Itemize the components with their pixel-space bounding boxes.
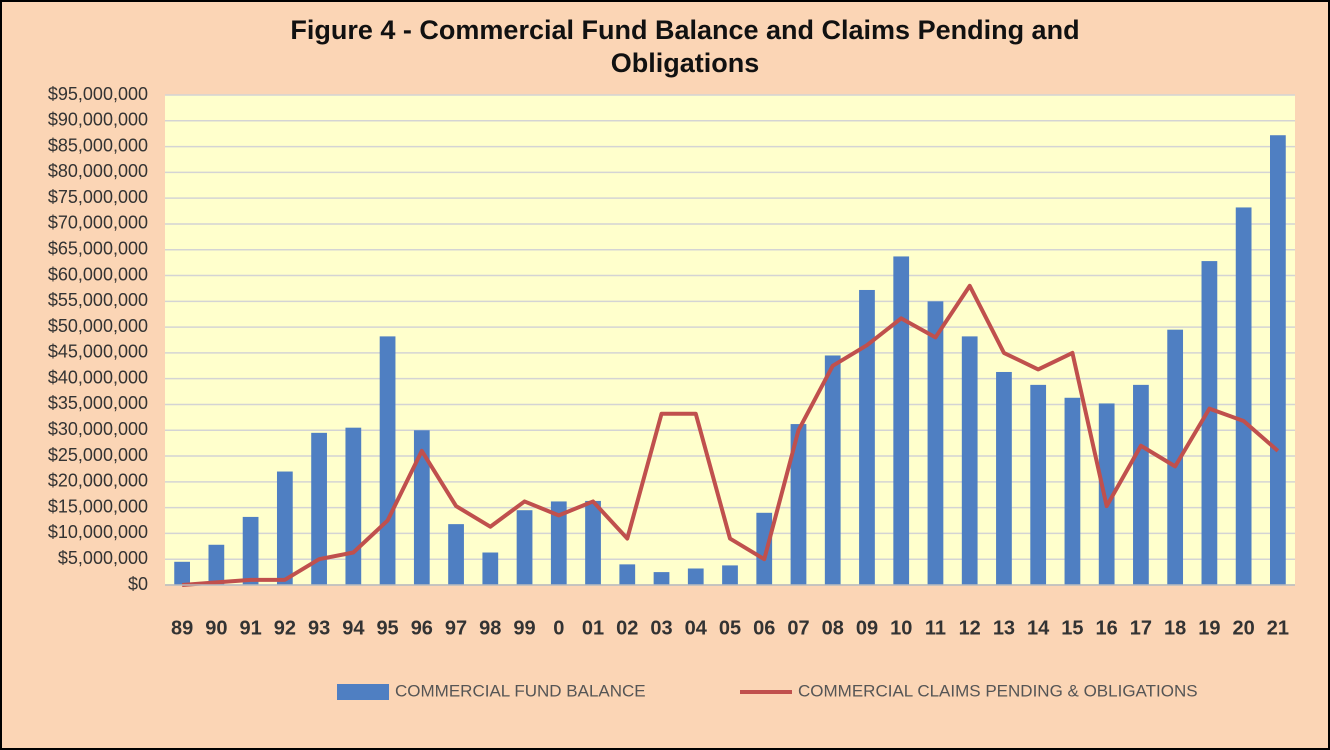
bar xyxy=(413,430,430,585)
y-tick-label: $10,000,000 xyxy=(48,522,148,542)
x-tick-label: 13 xyxy=(993,617,1015,639)
legend-label: COMMERCIAL FUND BALANCE xyxy=(395,681,646,700)
x-tick-label: 17 xyxy=(1130,617,1152,639)
y-tick-label: $45,000,000 xyxy=(48,342,148,362)
bar xyxy=(482,552,499,585)
bar xyxy=(379,336,396,585)
y-tick-label: $60,000,000 xyxy=(48,264,148,284)
bar xyxy=(1133,384,1149,585)
x-tick-label: 03 xyxy=(650,617,672,639)
bar xyxy=(790,424,807,585)
bar xyxy=(1064,397,1081,585)
y-tick-label: $15,000,000 xyxy=(48,496,148,516)
bar xyxy=(276,471,293,585)
x-tick-label: 89 xyxy=(171,617,193,639)
x-tick-label: 93 xyxy=(308,617,330,639)
y-tick-label: $0 xyxy=(128,574,148,594)
bar xyxy=(687,568,704,585)
bar xyxy=(516,510,533,585)
y-tick-label: $65,000,000 xyxy=(48,238,148,258)
y-tick-label: $40,000,000 xyxy=(48,367,148,387)
x-tick-label: 11 xyxy=(925,617,946,639)
x-tick-label: 20 xyxy=(1233,617,1255,639)
x-tick-label: 21 xyxy=(1267,617,1289,639)
bar xyxy=(1235,207,1252,585)
x-tick-label: 04 xyxy=(685,617,708,639)
x-tick-label: 01 xyxy=(582,617,604,639)
bar xyxy=(174,561,190,585)
x-tick-label: 07 xyxy=(787,617,809,639)
x-tick-label: 06 xyxy=(753,617,775,639)
x-tick-label: 18 xyxy=(1164,617,1186,639)
x-tick-label: 97 xyxy=(445,617,467,639)
y-tick-label: $20,000,000 xyxy=(48,471,148,491)
x-tick-label: 05 xyxy=(719,617,741,639)
bar xyxy=(208,544,225,585)
bar xyxy=(1030,384,1047,585)
bar xyxy=(824,355,841,585)
plot-area xyxy=(165,95,1295,585)
y-tick-label: $90,000,000 xyxy=(48,110,148,130)
x-tick-label: 02 xyxy=(616,617,638,639)
bar xyxy=(1270,135,1286,586)
x-tick-label: 92 xyxy=(274,617,296,639)
y-tick-label: $95,000,000 xyxy=(48,84,148,104)
bar xyxy=(961,336,978,585)
bar xyxy=(996,371,1012,585)
x-tick-label: 12 xyxy=(959,617,981,639)
y-tick-label: $35,000,000 xyxy=(48,393,148,413)
line xyxy=(181,283,1280,587)
x-tick-label: 96 xyxy=(411,617,433,639)
bar xyxy=(550,501,567,585)
y-tick-label: $80,000,000 xyxy=(48,161,148,181)
legend-swatch xyxy=(337,684,389,700)
y-tick-label: $55,000,000 xyxy=(48,290,148,310)
bar xyxy=(1201,261,1218,585)
chart-title: Figure 4 - Commercial Fund Balance and C… xyxy=(290,15,1080,78)
bar xyxy=(585,500,601,585)
x-tick-label: 09 xyxy=(856,617,878,639)
x-tick-label: 16 xyxy=(1096,617,1118,639)
x-tick-label: 0 xyxy=(553,617,564,639)
bar xyxy=(1098,403,1115,585)
bar xyxy=(722,565,738,585)
x-tick-label: 91 xyxy=(239,617,261,639)
x-tick-label: 19 xyxy=(1198,617,1220,639)
y-tick-label: $30,000,000 xyxy=(48,419,148,439)
x-tick-label: 98 xyxy=(479,617,501,639)
y-tick-label: $25,000,000 xyxy=(48,445,148,465)
x-tick-label: 08 xyxy=(822,617,844,639)
bar xyxy=(619,564,636,585)
y-tick-label: $5,000,000 xyxy=(58,548,148,568)
bar xyxy=(756,512,773,585)
bar xyxy=(345,427,362,585)
y-tick-label: $85,000,000 xyxy=(48,135,148,155)
x-tick-label: 15 xyxy=(1061,617,1083,639)
x-tick-label: 14 xyxy=(1027,617,1050,639)
x-tick-label: 10 xyxy=(890,617,912,639)
bar xyxy=(242,516,259,585)
y-tick-label: $70,000,000 xyxy=(48,213,148,233)
bar xyxy=(448,524,464,585)
x-tick-label: 94 xyxy=(342,617,365,639)
bar xyxy=(859,289,875,585)
y-tick-label: $50,000,000 xyxy=(48,316,148,336)
x-tick-label: 90 xyxy=(205,617,227,639)
x-tick-label: 99 xyxy=(513,617,535,639)
legend-label: COMMERCIAL CLAIMS PENDING & OBLIGATIONS xyxy=(798,681,1198,700)
x-tick-label: 95 xyxy=(376,617,398,639)
y-tick-label: $75,000,000 xyxy=(48,187,148,207)
bar xyxy=(653,572,670,585)
bar xyxy=(311,432,327,585)
bar xyxy=(893,256,910,585)
bar xyxy=(927,301,944,585)
bar xyxy=(1167,329,1184,585)
